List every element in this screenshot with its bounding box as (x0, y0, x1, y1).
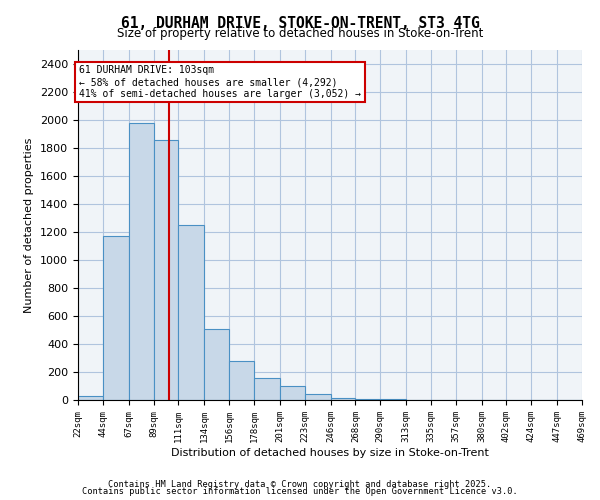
Bar (103, 236, 129, 400)
Y-axis label: Number of detached properties: Number of detached properties (25, 138, 34, 312)
Text: Contains HM Land Registry data © Crown copyright and database right 2025.: Contains HM Land Registry data © Crown c… (109, 480, 491, 489)
Bar (78, 396, 103, 400)
Bar (280, 386, 305, 400)
Bar (178, 225, 204, 400)
Bar (229, 361, 254, 400)
Bar (254, 378, 280, 400)
Bar (204, 328, 229, 400)
Bar (305, 394, 331, 400)
Text: Size of property relative to detached houses in Stoke-on-Trent: Size of property relative to detached ho… (117, 26, 483, 40)
Bar (331, 398, 355, 400)
Text: 61 DURHAM DRIVE: 103sqm
← 58% of detached houses are smaller (4,292)
41% of semi: 61 DURHAM DRIVE: 103sqm ← 58% of detache… (79, 66, 361, 98)
Text: Contains public sector information licensed under the Open Government Licence v3: Contains public sector information licen… (82, 488, 518, 496)
Bar (154, 140, 178, 400)
Text: 61, DURHAM DRIVE, STOKE-ON-TRENT, ST3 4TG: 61, DURHAM DRIVE, STOKE-ON-TRENT, ST3 4T… (121, 16, 479, 31)
Bar (129, 123, 154, 400)
Bar (355, 399, 380, 400)
X-axis label: Distribution of detached houses by size in Stoke-on-Trent: Distribution of detached houses by size … (171, 448, 489, 458)
